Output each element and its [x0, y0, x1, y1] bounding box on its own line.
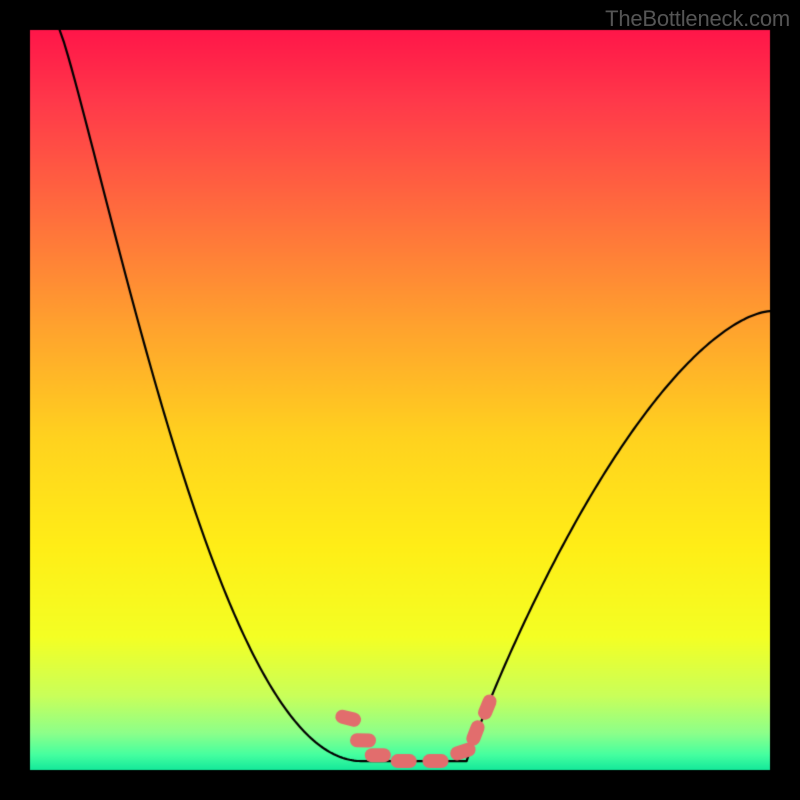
chart-container: TheBottleneck.com — [0, 0, 800, 800]
bottleneck-chart-canvas — [0, 0, 800, 800]
watermark-text: TheBottleneck.com — [605, 6, 790, 32]
